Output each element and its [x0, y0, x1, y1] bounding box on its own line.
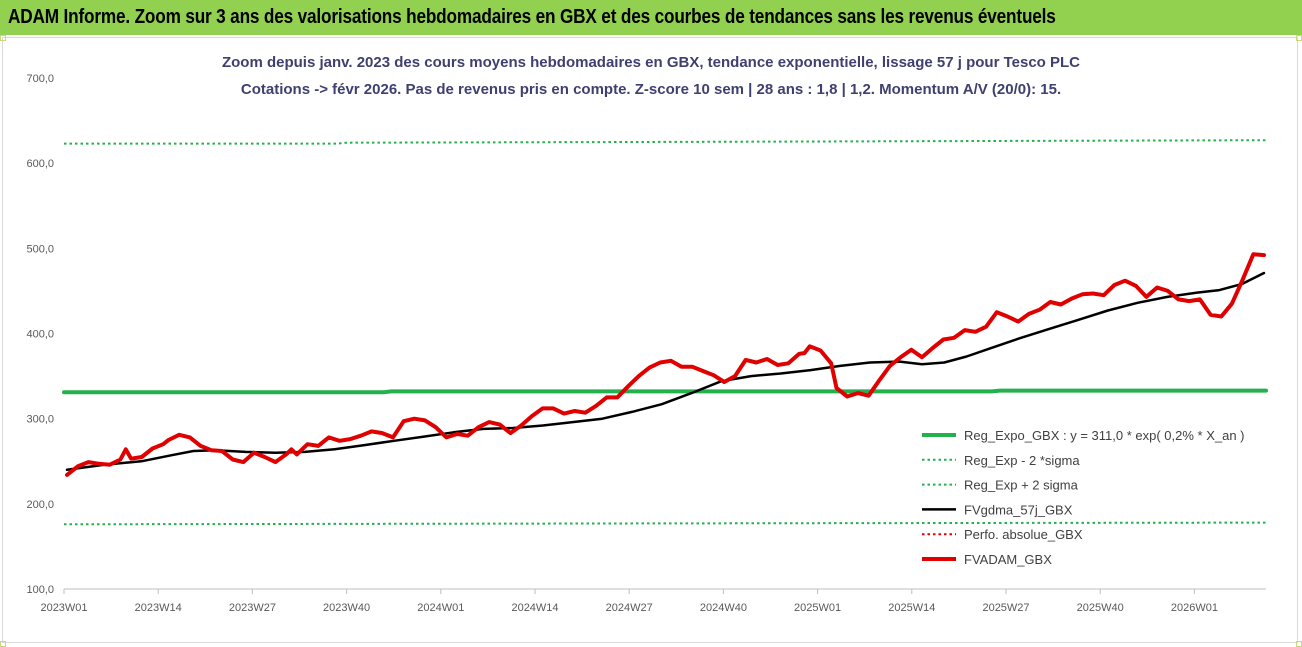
header-banner: ADAM Informe. Zoom sur 3 ans des valoris…	[0, 0, 1302, 35]
x-tick-label: 2023W27	[229, 602, 276, 614]
banner-title: ADAM Informe. Zoom sur 3 ans des valoris…	[8, 6, 1056, 28]
y-tick-label: 100,0	[26, 584, 54, 596]
series-line-2	[64, 139, 1267, 145]
y-tick-label: 700,0	[26, 73, 54, 85]
x-tick-label: 2024W14	[511, 602, 558, 614]
series-line-1	[63, 521, 1267, 526]
x-tick-label: 2026W01	[1171, 602, 1218, 614]
legend-label-4: Perfo. absolue_GBX	[964, 527, 1083, 542]
x-tick-label: 2023W14	[135, 602, 182, 614]
x-tick-label: 2024W27	[606, 602, 653, 614]
chart-title: Zoom depuis janv. 2023 des cours moyens …	[222, 54, 1080, 71]
legend-label-1: Reg_Exp - 2 *sigma	[964, 453, 1080, 468]
y-axis: 100,0 200,0 300,0 400,0 500,0 600,0 700,0	[26, 73, 54, 596]
series-line-3	[65, 271, 1266, 472]
y-tick-label: 200,0	[26, 499, 54, 511]
series-line-0	[62, 388, 1268, 395]
chart-frame	[2, 37, 1298, 643]
legend-label-2: Reg_Exp + 2 sigma	[964, 478, 1079, 493]
y-tick-label: 500,0	[26, 243, 54, 255]
legend[interactable]: Reg_Expo_GBX : y = 311,0 * exp( 0,2% * X…	[922, 428, 1245, 567]
x-tick-label: 2024W40	[700, 602, 747, 614]
x-tick-label: 2024W01	[417, 602, 464, 614]
chart-subtitle: Cotations -> févr 2026. Pas de revenus p…	[241, 81, 1061, 98]
series-line-5	[65, 252, 1266, 477]
legend-label-3: FVgdma_57j_GBX	[964, 502, 1073, 517]
x-tick-label: 2025W27	[982, 602, 1029, 614]
x-axis: 2023W01 2023W14 2023W27 2023W40 2024W01 2024W…	[40, 588, 1266, 614]
y-tick-label: 600,0	[26, 158, 54, 170]
x-tick-label: 2023W40	[323, 602, 370, 614]
x-tick-label: 2025W14	[888, 602, 935, 614]
legend-label-0: Reg_Expo_GBX : y = 311,0 * exp( 0,2% * X…	[964, 428, 1245, 443]
x-tick-label: 2023W01	[40, 602, 87, 614]
chart-handle-top-left[interactable]	[0, 35, 6, 41]
y-tick-label: 300,0	[26, 414, 54, 426]
plot-area	[62, 139, 1268, 526]
legend-label-5: FVADAM_GBX	[964, 552, 1052, 567]
x-tick-label: 2025W40	[1077, 602, 1124, 614]
x-tick-label: 2025W01	[794, 602, 841, 614]
y-tick-label: 400,0	[26, 329, 54, 341]
